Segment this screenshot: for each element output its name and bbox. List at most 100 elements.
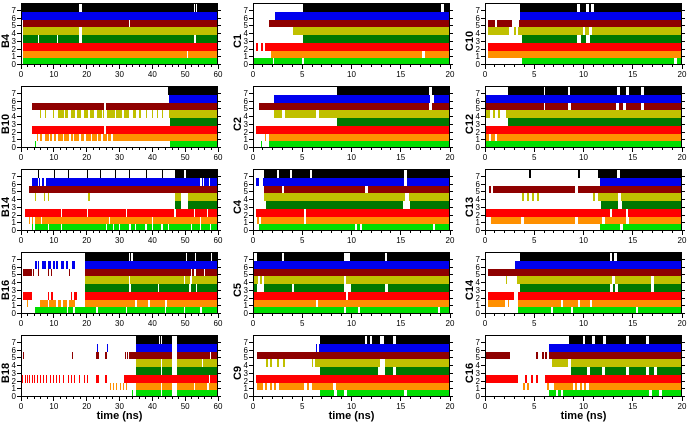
state-4-segment (44, 193, 46, 201)
state-2-segment (70, 291, 72, 300)
state-7-segment (336, 87, 429, 95)
y-tick-mark-right (450, 365, 453, 366)
y-tick-label: 6 (475, 96, 480, 106)
x-minor-tick-mark (651, 148, 653, 150)
x-minor-tick-mark (380, 231, 382, 233)
x-minor-tick-mark (439, 65, 441, 67)
y-tick-label: 2 (243, 127, 248, 137)
state-1-segment (547, 382, 550, 391)
state-0-segment (345, 307, 359, 313)
x-minor-tick-mark (73, 397, 75, 399)
y-tick-mark (249, 139, 253, 141)
x-minor-tick-mark (661, 148, 663, 150)
x-minor-tick-mark (272, 397, 274, 399)
panel-C2: C2 0 1 2 3 4 5 6 7 0 5 10 15 20 (232, 83, 464, 166)
y-tick-label: 4 (243, 195, 248, 204)
state-3-segment (85, 284, 129, 292)
state-1-segment (523, 382, 525, 391)
state-4-segment (156, 110, 158, 118)
state-1-segment (119, 382, 121, 391)
y-tick-mark (17, 357, 21, 359)
y-tick-label: 7 (11, 171, 16, 181)
x-minor-tick-mark (380, 65, 382, 67)
y-tick-mark-right (218, 380, 221, 382)
y-tick-mark-right (682, 33, 685, 34)
x-minor-tick-mark (419, 231, 421, 233)
y-tick-mark-right (450, 282, 453, 283)
y-tick-mark (17, 139, 21, 141)
state-1-segment (109, 382, 111, 391)
state-1-segment (554, 382, 573, 391)
state-5-segment (211, 351, 217, 360)
plot-area-B16 (21, 252, 218, 314)
x-tick-mark (86, 65, 88, 69)
x-minor-tick-mark (46, 65, 48, 67)
x-minor-tick-mark (504, 397, 506, 399)
y-tick-mark-right (682, 230, 685, 231)
state-4-segment (48, 193, 49, 201)
state-0-segment (136, 224, 146, 230)
y-tick-label: 1 (11, 52, 16, 62)
y-tick-label: 4 (475, 361, 480, 370)
x-minor-tick-mark (390, 148, 392, 150)
y-tick-mark-right (682, 349, 685, 351)
state-7-segment (263, 170, 278, 178)
state-6-segment (169, 94, 217, 103)
x-tick-label: 10 (347, 236, 356, 245)
state-band-0 (22, 224, 217, 230)
state-band-5 (486, 102, 681, 111)
y-tick-mark-right (218, 191, 221, 193)
state-0-segment (651, 390, 659, 396)
x-minor-tick-mark (360, 65, 362, 67)
state-4-segment (187, 193, 217, 201)
y-tick-mark (481, 305, 485, 307)
x-minor-tick-mark (612, 314, 614, 316)
y-tick-mark (17, 92, 21, 94)
x-tick-label: 0 (18, 153, 24, 162)
state-3-segment (22, 35, 38, 43)
state-band-6 (254, 94, 449, 103)
x-minor-tick-mark (99, 231, 101, 233)
state-1-segment (305, 216, 449, 225)
y-tick-mark (17, 183, 21, 185)
state-4-segment (384, 359, 449, 367)
x-minor-tick-mark (33, 397, 35, 399)
x-minor-tick-mark (553, 397, 555, 399)
state-band-4 (254, 110, 449, 118)
state-0-segment (48, 224, 61, 230)
state-0-segment (320, 390, 334, 396)
x-minor-tick-mark (553, 314, 555, 316)
state-band-5 (486, 19, 681, 28)
state-1-segment (424, 50, 449, 59)
y-tick-label: 1 (475, 384, 480, 394)
y-tick-mark-right (450, 349, 453, 351)
x-tick-label: 60 (213, 402, 223, 411)
state-1-segment (64, 133, 70, 142)
x-minor-tick-mark (642, 314, 644, 316)
x-minor-tick-mark (429, 148, 431, 150)
state-0-segment (107, 224, 113, 230)
state-0-segment (74, 307, 97, 313)
state-band-2 (486, 374, 681, 383)
state-band-4 (254, 193, 449, 201)
y-tick-mark-right (682, 282, 685, 283)
state-band-0 (254, 58, 449, 64)
x-tick-label: 0 (482, 153, 488, 162)
x-minor-tick-mark (171, 397, 173, 399)
y-tick-mark-right (450, 341, 453, 343)
y-tick-mark-right (450, 40, 453, 42)
state-2-segment (210, 374, 217, 383)
state-2-segment (126, 208, 175, 217)
state-5-segment (368, 185, 449, 194)
state-7-segment (594, 4, 681, 12)
y-tick-label: 6 (243, 345, 248, 355)
y-tick-label: 3 (243, 36, 248, 46)
state-0-segment (97, 307, 126, 313)
state-1-segment (122, 382, 124, 391)
state-7-segment (302, 4, 442, 12)
state-0-segment (440, 307, 449, 313)
state-2-segment (87, 208, 126, 217)
state-7-segment (508, 87, 544, 95)
state-1-segment (116, 382, 117, 391)
state-4-segment (77, 110, 82, 118)
